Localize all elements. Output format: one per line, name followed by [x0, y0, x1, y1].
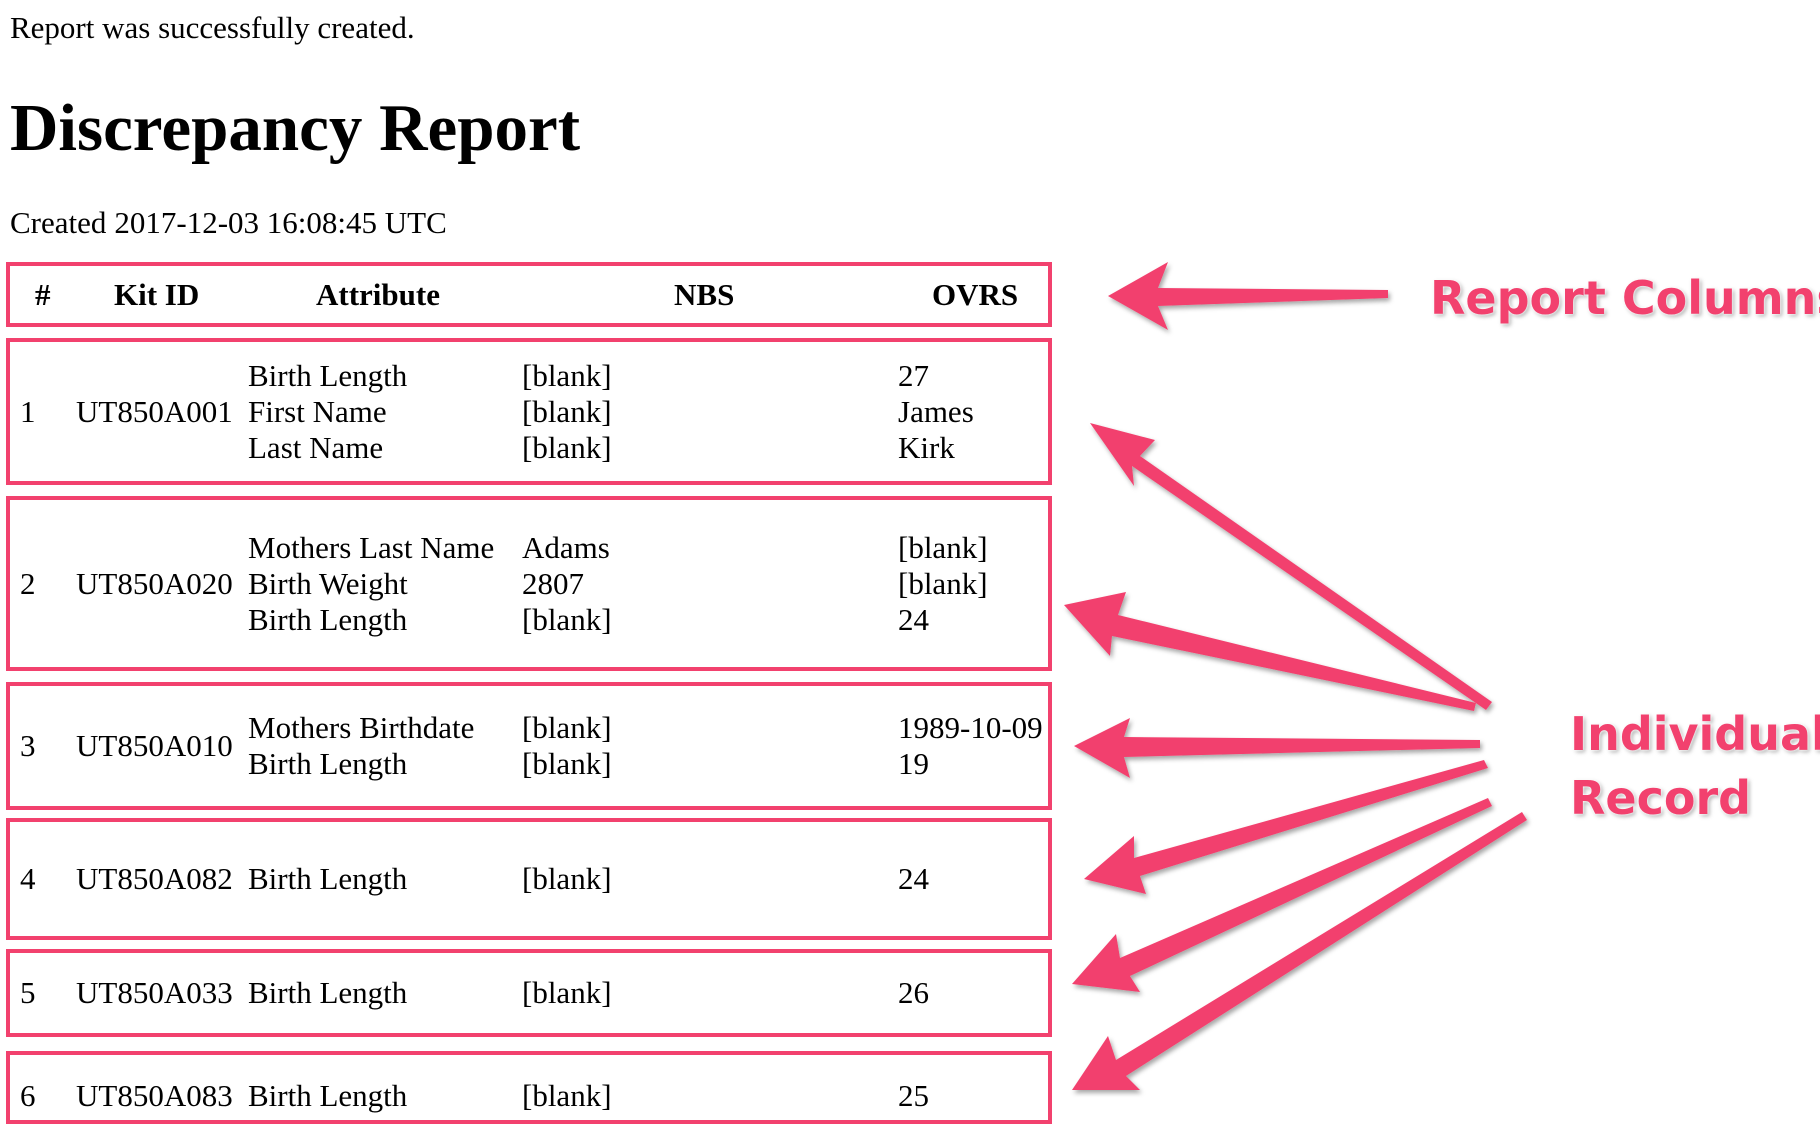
flash-message: Report was successfully created. — [10, 10, 415, 45]
record-num: 3 — [20, 728, 36, 763]
header-attribute: Attribute — [316, 276, 440, 312]
nbs-value: [blank] — [522, 601, 612, 637]
record-kit-id: UT850A033 — [76, 975, 233, 1010]
record-ovrs-values: [blank] [blank] 24 — [898, 530, 988, 638]
ovrs-value: 26 — [898, 975, 929, 1010]
nbs-value: [blank] — [522, 357, 612, 393]
nbs-value: [blank] — [522, 746, 612, 781]
attribute-value: Birth Length — [248, 1078, 408, 1113]
ovrs-value: 19 — [898, 746, 929, 781]
nbs-value: [blank] — [522, 393, 612, 429]
record-kit-id: UT850A010 — [76, 728, 233, 763]
attribute-value: Birth Length — [248, 601, 408, 637]
record-row: 2 UT850A020 Mothers Last Name Birth Weig… — [6, 496, 1052, 671]
record-num: 2 — [20, 565, 36, 601]
record-row: 6 UT850A083 Birth Length [blank] 25 — [6, 1051, 1052, 1124]
attribute-value: Mothers Birthdate — [248, 710, 475, 745]
record-row: 3 UT850A010 Mothers Birthdate Birth Leng… — [6, 682, 1052, 810]
record-kit-id: UT850A001 — [76, 393, 233, 429]
record-nbs-values: Adams 2807 [blank] — [522, 530, 612, 638]
attribute-value: Last Name — [248, 429, 384, 465]
ovrs-value: [blank] — [898, 529, 988, 565]
ovrs-value: 25 — [898, 1078, 929, 1113]
attribute-value: Birth Length — [248, 861, 408, 896]
record-num: 5 — [20, 975, 36, 1010]
attribute-value: Birth Length — [248, 357, 408, 393]
attribute-value: Birth Length — [248, 975, 408, 1010]
ovrs-value: James — [898, 393, 974, 429]
header-kit-id: Kit ID — [114, 276, 200, 312]
record-nbs-values: [blank] [blank] [blank] — [522, 358, 612, 466]
record-attributes: Mothers Birthdate Birth Length — [248, 710, 474, 782]
record-row: 4 UT850A082 Birth Length [blank] 24 — [6, 818, 1052, 940]
record-attributes: Mothers Last Name Birth Weight Birth Len… — [248, 530, 494, 638]
report-columns-label: Report Columns — [1430, 271, 1820, 325]
header-ovrs: OVRS — [932, 276, 1019, 312]
record-nbs-values: [blank] [blank] — [522, 710, 612, 782]
ovrs-value: 24 — [898, 601, 929, 637]
record-kit-id: UT850A083 — [76, 1078, 233, 1113]
record-kit-id: UT850A020 — [76, 565, 233, 601]
record-row: 1 UT850A001 Birth Length First Name Last… — [6, 338, 1052, 485]
record-kit-id: UT850A082 — [76, 861, 233, 896]
record-attributes: Birth Length First Name Last Name — [248, 358, 407, 466]
attribute-value: Birth Weight — [248, 565, 408, 601]
record-num: 6 — [20, 1078, 36, 1113]
ovrs-value: [blank] — [898, 565, 988, 601]
header-num: # — [35, 276, 51, 312]
record-row: 5 UT850A033 Birth Length [blank] 26 — [6, 949, 1052, 1037]
ovrs-value: 27 — [898, 357, 929, 393]
record-arrow-4-icon — [1084, 760, 1488, 894]
record-arrow-3-icon — [1074, 718, 1480, 778]
individual-label: Individual — [1570, 707, 1820, 761]
record-arrow-1-icon — [1090, 423, 1492, 710]
record-arrow-6-icon — [1072, 812, 1527, 1090]
created-timestamp: 2017-12-03 16:08:45 UTC — [114, 205, 447, 240]
attribute-value: Mothers Last Name — [248, 529, 495, 565]
ovrs-value: 1989-10-09 — [898, 710, 1043, 745]
attribute-value: Birth Length — [248, 746, 408, 781]
record-ovrs-values: 27 James Kirk — [898, 358, 974, 466]
nbs-value: [blank] — [522, 975, 612, 1010]
record-ovrs-values: 1989-10-09 19 — [898, 710, 1043, 782]
nbs-value: Adams — [522, 529, 610, 565]
nbs-value: [blank] — [522, 429, 612, 465]
ovrs-value: Kirk — [898, 429, 955, 465]
created-line: Created 2017-12-03 16:08:45 UTC — [10, 203, 447, 243]
report-columns-arrow — [1108, 262, 1388, 330]
ovrs-value: 24 — [898, 861, 929, 896]
record-arrow-2-icon — [1064, 592, 1476, 711]
nbs-value: [blank] — [522, 861, 612, 896]
record-label: Record — [1570, 771, 1752, 825]
page-title: Discrepancy Report — [10, 91, 581, 165]
created-label: Created — [10, 205, 107, 240]
nbs-value: [blank] — [522, 710, 612, 745]
nbs-value: [blank] — [522, 1078, 612, 1113]
attribute-value: First Name — [248, 393, 387, 429]
report-header-row: # Kit ID Attribute NBS OVRS — [6, 262, 1052, 327]
record-arrow-5-icon — [1072, 798, 1492, 992]
record-num: 4 — [20, 861, 36, 896]
nbs-value: 2807 — [522, 565, 584, 601]
record-num: 1 — [20, 393, 36, 429]
header-nbs: NBS — [674, 276, 735, 312]
